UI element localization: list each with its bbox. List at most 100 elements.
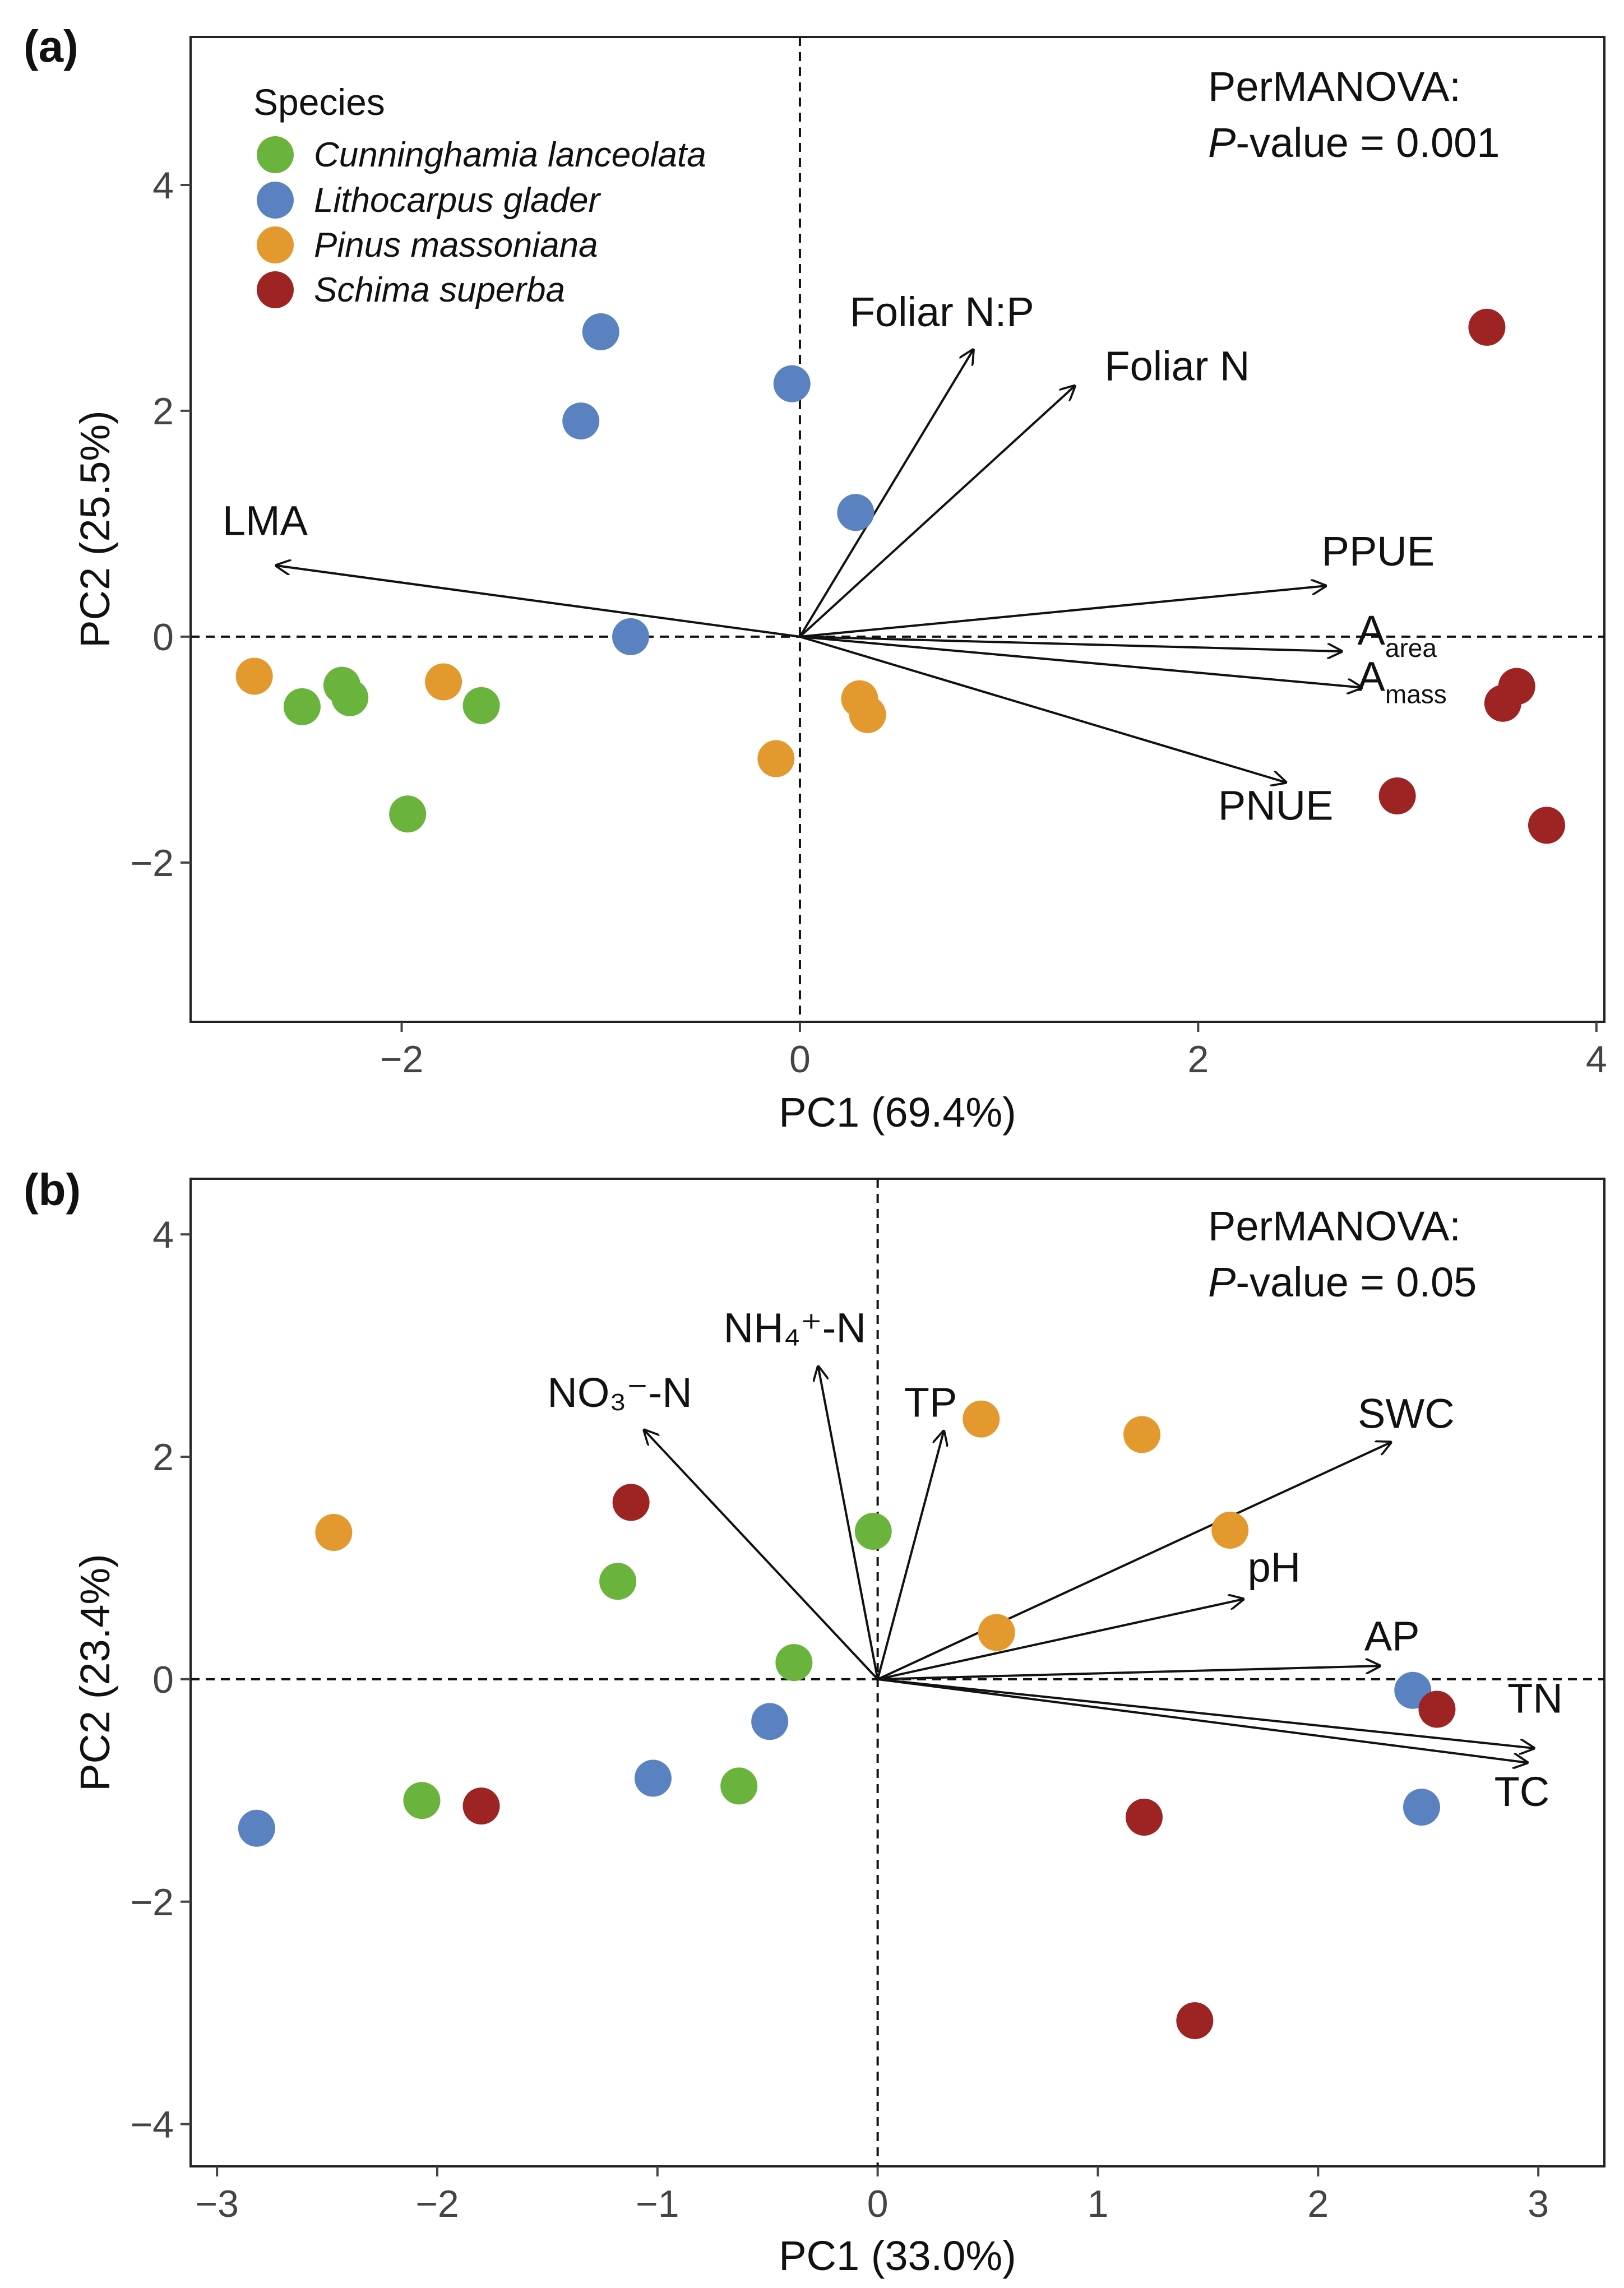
loading-arrow-foliar-n-p	[799, 350, 973, 637]
loading-arrow-ppue	[799, 586, 1326, 638]
permanova-b-p-symbol: P	[1208, 1259, 1236, 1305]
loading-label-ap: AP	[1364, 1613, 1420, 1659]
panel-b-x-tick-label: 2	[1307, 2183, 1329, 2225]
point-lithocarpus	[751, 1703, 789, 1740]
loading-label-no-n: NO₃⁻-N	[547, 1369, 692, 1416]
point-pinus	[1123, 1416, 1161, 1453]
point-cunninghamia	[599, 1563, 637, 1600]
loading-arrow-ph	[877, 1599, 1243, 1680]
loading-arrow-tp	[876, 1431, 944, 1680]
loading-arrow-pnue	[799, 636, 1286, 782]
point-schima	[1468, 308, 1506, 346]
panel-b-zero-lines	[191, 1179, 1604, 2166]
panel-a-x-axis-title: PC1 (69.4%)	[779, 1089, 1016, 1136]
panel-a-x-tick-label: −2	[380, 1038, 424, 1081]
point-lithocarpus	[582, 313, 619, 350]
point-schima	[1176, 2002, 1214, 2040]
panel-a-y-axis-title: PC2 (25.5%)	[72, 410, 118, 648]
panel-a: (a) −2 0 2 4 −2 0 2 4 LMA Foliar N:P Foliar N PPUE…	[24, 21, 1607, 1136]
point-cunninghamia	[389, 795, 427, 833]
permanova-b-pvalue: P-value = 0.05	[1208, 1259, 1477, 1305]
point-schima	[1378, 777, 1416, 815]
point-cunninghamia	[462, 687, 500, 724]
point-pinus	[1211, 1512, 1249, 1549]
loading-label-swc: SWC	[1358, 1390, 1455, 1437]
point-cunninghamia	[283, 688, 321, 725]
panel-b-loading-vectors: NO₃⁻-N NH₄⁺-N TP SWC pH AP TN TC	[547, 1305, 1562, 1815]
loading-arrow-tc	[877, 1678, 1528, 1763]
panel-b-x-tick-label: −2	[415, 2183, 459, 2225]
panel-b-y-tick-label: 0	[152, 1659, 174, 1701]
point-lithocarpus	[238, 1809, 275, 1847]
panel-a-x-tick-label: 4	[1586, 1038, 1607, 1081]
panel-a-data-points	[235, 308, 1565, 844]
legend-swatch-lithocarpus	[257, 182, 294, 219]
loading-label-tn: TN	[1507, 1675, 1563, 1721]
permanova-b-p-rest: -value = 0.05	[1236, 1259, 1477, 1305]
loading-arrow-no-n	[644, 1430, 879, 1680]
panel-b-y-tick-label: 2	[152, 1436, 174, 1479]
point-lithocarpus	[612, 618, 650, 655]
point-schima	[1484, 684, 1521, 722]
point-lithocarpus	[1403, 1789, 1440, 1826]
panel-a-tag: (a)	[24, 21, 78, 71]
panel-b-x-tick-label: −3	[195, 2183, 239, 2225]
point-pinus	[963, 1400, 1000, 1438]
permanova-a-p-symbol: P	[1208, 119, 1236, 166]
point-cunninghamia	[720, 1767, 758, 1805]
permanova-a-pvalue: P-value = 0.001	[1208, 119, 1500, 166]
legend-swatch-pinus	[257, 226, 294, 263]
loading-label-tp: TP	[904, 1379, 957, 1426]
legend-label-lithocarpus: Lithocarpus glader	[314, 181, 601, 220]
panel-b-x-tick-label: 0	[867, 2183, 889, 2225]
legend-title: Species	[253, 81, 385, 123]
point-schima	[462, 1787, 500, 1825]
loading-label-ph: pH	[1248, 1544, 1301, 1590]
panel-b-plot-frame	[189, 1178, 1606, 2167]
panel-a-x-tick-label: 2	[1187, 1038, 1209, 1081]
point-cunninghamia	[331, 679, 369, 716]
point-pinus	[425, 663, 462, 701]
permanova-annotation-b: PerMANOVA: P-value = 0.05	[1208, 1203, 1477, 1305]
panel-b-x-tick-label: 3	[1528, 2183, 1549, 2225]
loading-label-ppue: PPUE	[1322, 528, 1435, 575]
point-pinus	[315, 1513, 353, 1551]
loading-arrow-swc	[877, 1442, 1391, 1680]
loading-label-pnue: PNUE	[1218, 782, 1334, 828]
panel-b-axis-ticks: −3 −2 −1 0 1 2 3 −4 −2 0 2 4	[130, 1214, 1549, 2225]
loading-arrow-a-area	[799, 635, 1341, 651]
loading-label-a-area: Aarea	[1358, 607, 1437, 663]
panel-b-y-tick-label: 4	[152, 1214, 174, 1256]
loading-label-lma: LMA	[223, 498, 308, 544]
point-cunninghamia	[854, 1513, 892, 1550]
panel-a-y-tick-label: −2	[130, 842, 174, 884]
loading-arrow-tn	[877, 1678, 1534, 1748]
legend-swatch-schima	[257, 271, 294, 308]
point-schima	[1125, 1798, 1163, 1836]
panel-a-plot-frame	[189, 36, 1606, 1023]
loading-arrow-a-mass	[799, 635, 1362, 688]
point-pinus	[978, 1614, 1015, 1651]
panel-b-x-tick-label: −1	[636, 2183, 679, 2225]
point-cunninghamia	[403, 1782, 441, 1819]
panel-b-y-tick-label: −4	[130, 2104, 174, 2146]
loading-arrow-nh-n	[818, 1367, 879, 1680]
loading-label-foliar-n: Foliar N	[1104, 343, 1250, 390]
panel-a-x-tick-label: 0	[789, 1038, 811, 1081]
loading-label-a-mass: Amass	[1358, 654, 1447, 709]
legend-label-cunninghamia: Cunninghamia lanceolata	[314, 136, 706, 174]
panel-b-tag: (b)	[24, 1165, 81, 1215]
point-pinus	[757, 740, 795, 777]
loading-label-foliar-n-p: Foliar N:P	[850, 289, 1034, 335]
legend-label-pinus: Pinus massoniana	[314, 226, 598, 265]
point-lithocarpus	[773, 365, 811, 402]
legend-label-schima: Schima superba	[314, 271, 565, 309]
permanova-b-title: PerMANOVA:	[1208, 1203, 1461, 1249]
species-legend: Species Cunninghamia lanceolata Lithocar…	[253, 81, 706, 309]
panel-b-x-axis-title: PC1 (33.0%)	[779, 2233, 1016, 2279]
point-schima	[1528, 807, 1565, 844]
permanova-a-title: PerMANOVA:	[1208, 63, 1461, 110]
point-lithocarpus	[837, 494, 875, 531]
